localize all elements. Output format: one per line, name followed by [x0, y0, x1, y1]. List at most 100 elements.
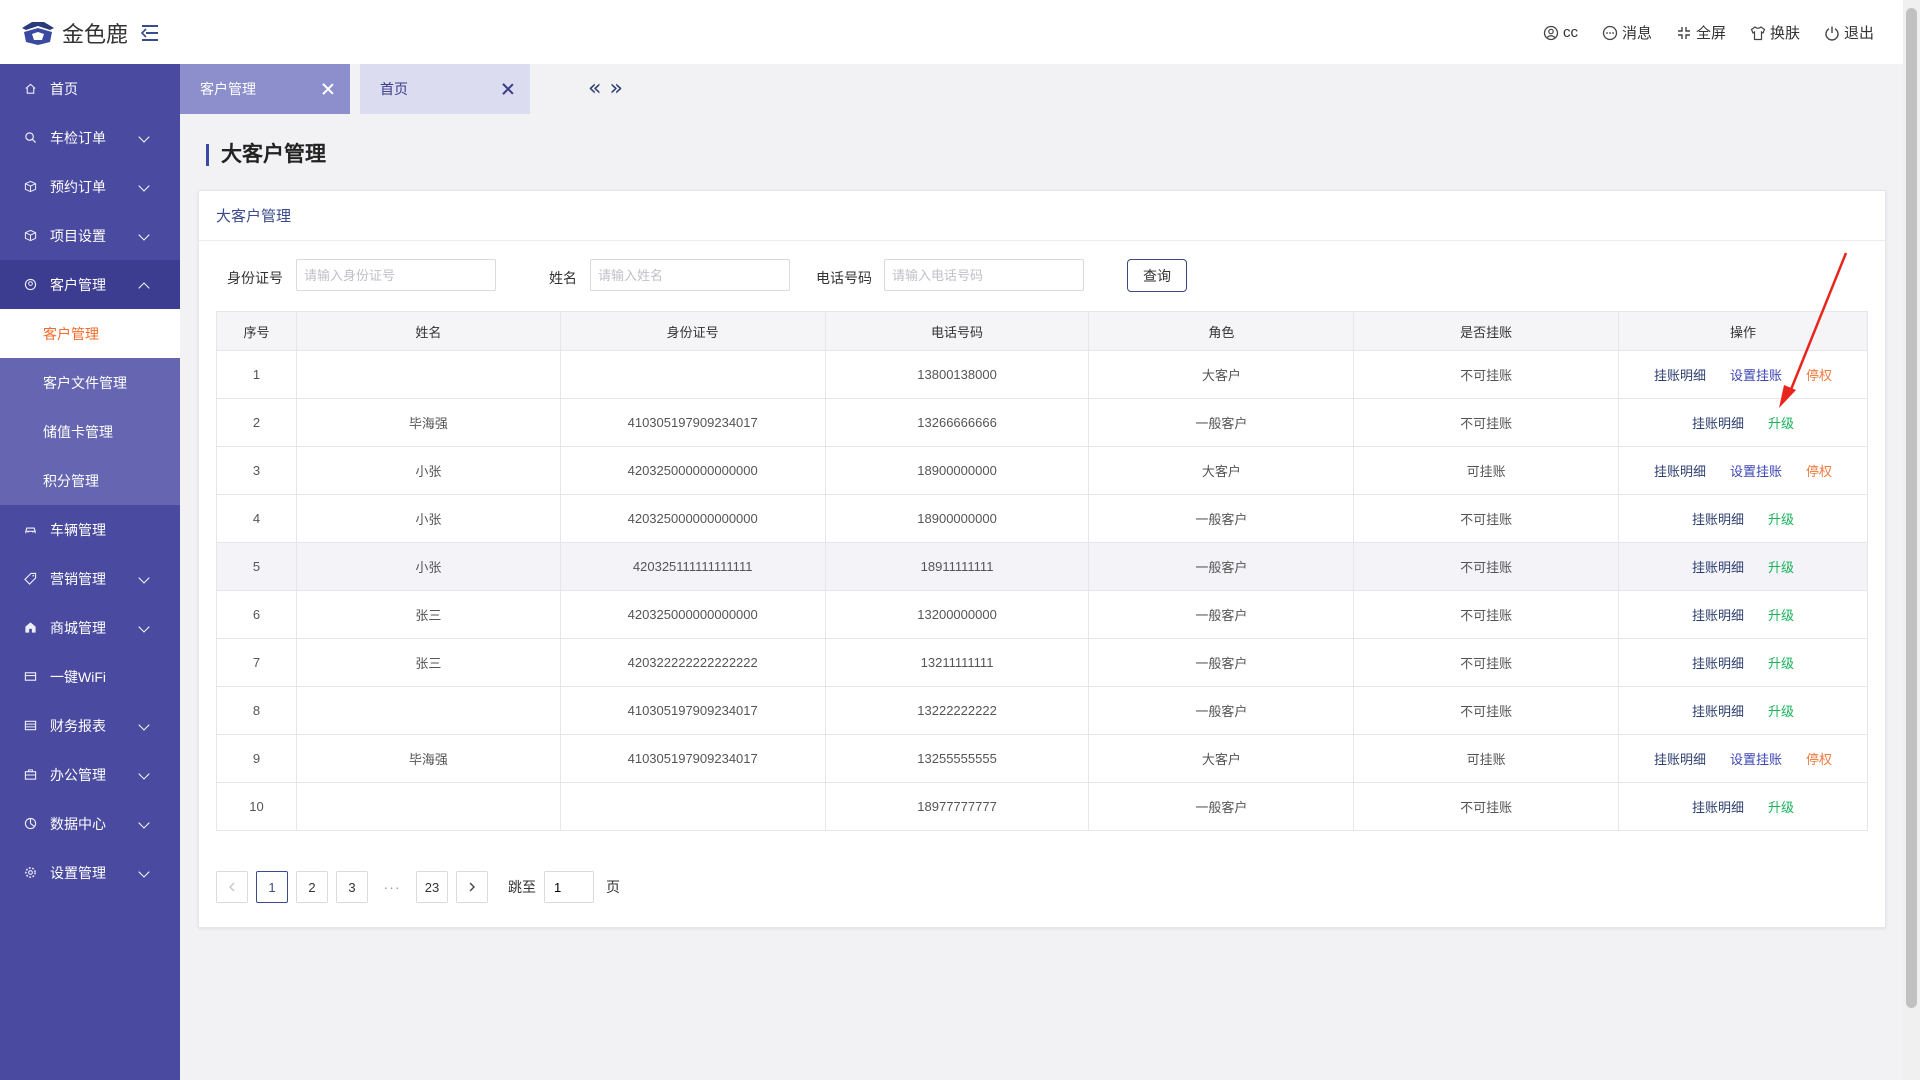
last-page-button[interactable]: 23	[416, 871, 448, 903]
cell-role: 一般客户	[1088, 782, 1355, 831]
credit-detail-link[interactable]: 挂账明细	[1692, 512, 1745, 527]
close-icon[interactable]	[322, 83, 334, 95]
cell-no: 9	[216, 734, 297, 783]
phone-input[interactable]	[884, 259, 1084, 291]
suspend-link[interactable]: 停权	[1806, 368, 1833, 383]
sidebar-item-label: 数据中心	[50, 815, 106, 832]
vertical-scrollbar[interactable]	[1903, 0, 1920, 1080]
sidebar-item-data-center[interactable]: 数据中心	[0, 799, 180, 848]
credit-detail-link[interactable]: 挂账明细	[1654, 368, 1707, 383]
messages-button[interactable]: 消息	[1602, 22, 1652, 43]
cell-id: 420325000000000000	[559, 590, 826, 639]
page-button[interactable]: 1	[256, 871, 288, 903]
skin-button[interactable]: 换肤	[1750, 22, 1800, 43]
set-credit-link[interactable]: 设置挂账	[1730, 752, 1783, 767]
sidebar-item-marketing[interactable]: 营销管理	[0, 554, 180, 603]
query-button[interactable]: 查询	[1127, 259, 1187, 292]
credit-detail-link[interactable]: 挂账明细	[1692, 416, 1745, 431]
sidebar-item-office[interactable]: 办公管理	[0, 750, 180, 799]
jump-label: 跳至	[508, 879, 536, 895]
credit-detail-link[interactable]: 挂账明细	[1654, 752, 1707, 767]
user-menu[interactable]: cc	[1543, 24, 1578, 41]
credit-detail-link[interactable]: 挂账明细	[1692, 704, 1745, 719]
cell-name: 毕海强	[295, 398, 561, 447]
sidebar-item-shop[interactable]: 商城管理	[0, 603, 180, 652]
next-page-button[interactable]	[456, 871, 488, 903]
double-chevron-right-icon[interactable]: »	[609, 76, 623, 101]
table-row: 4 小张 420325000000000000 18900000000 一般客户 不可挂账…	[216, 494, 1868, 543]
menu-fold-icon[interactable]	[138, 23, 160, 43]
submenu-item-customer-files[interactable]: 客户文件管理	[43, 374, 127, 391]
cell-phone: 18900000000	[824, 494, 1090, 543]
user-icon	[24, 278, 37, 291]
upgrade-link[interactable]: 升级	[1768, 560, 1795, 575]
sidebar-item-project-settings[interactable]: 项目设置	[0, 211, 180, 260]
upgrade-link[interactable]: 升级	[1768, 800, 1795, 815]
name-input[interactable]	[590, 259, 790, 291]
card-title: 大客户管理	[199, 191, 1885, 241]
table-row: 3 小张 420325000000000000 18900000000 大客户 可挂账 挂账…	[216, 446, 1868, 495]
submenu-item-customer-management[interactable]: 客户管理	[0, 309, 180, 358]
table-row: 5 小张 420325111111111111 18911111111 一般客户 不可挂账…	[216, 542, 1868, 591]
message-icon	[1602, 25, 1618, 40]
double-chevron-left-icon[interactable]: «	[588, 76, 602, 101]
suspend-link[interactable]: 停权	[1806, 464, 1833, 479]
upgrade-link[interactable]: 升级	[1768, 704, 1795, 719]
jump-page-input[interactable]	[544, 871, 594, 903]
tab-home[interactable]: 首页	[360, 64, 530, 114]
cell-name: 毕海强	[295, 734, 561, 783]
upgrade-link[interactable]: 升级	[1768, 512, 1795, 527]
page-button[interactable]: 2	[296, 871, 328, 903]
cell-actions: 挂账明细 设置挂账 停权	[1618, 350, 1868, 399]
prev-page-button[interactable]	[216, 871, 248, 903]
page-ellipsis[interactable]: ···	[383, 879, 401, 895]
cell-credit: 不可挂账	[1353, 494, 1620, 543]
credit-detail-link[interactable]: 挂账明细	[1692, 800, 1745, 815]
shop-icon	[25, 622, 36, 633]
sidebar-item-wifi[interactable]: 一键WiFi	[0, 652, 180, 701]
submenu-item-stored-value-card[interactable]: 储值卡管理	[43, 423, 113, 440]
sidebar-item-customer-management[interactable]: 客户管理	[0, 260, 180, 309]
sidebar-item-label: 客户管理	[50, 276, 106, 293]
cell-credit: 不可挂账	[1353, 398, 1620, 447]
cell-role: 一般客户	[1088, 494, 1355, 543]
credit-detail-link[interactable]: 挂账明细	[1692, 656, 1745, 671]
sidebar-item-booking-orders[interactable]: 预约订单	[0, 162, 180, 211]
logout-button[interactable]: 退出	[1824, 22, 1874, 43]
suspend-link[interactable]: 停权	[1806, 752, 1833, 767]
submenu-item-points[interactable]: 积分管理	[43, 472, 99, 489]
credit-detail-link[interactable]: 挂账明细	[1692, 560, 1745, 575]
scrollbar-thumb[interactable]	[1906, 8, 1917, 1008]
close-icon[interactable]	[502, 83, 514, 95]
tab-customer-management[interactable]: 客户管理	[180, 64, 350, 114]
table-row: 6 张三 420325000000000000 13200000000 一般客户 不可挂账…	[216, 590, 1868, 639]
sidebar-item-inspection-orders[interactable]: 车检订单	[0, 113, 180, 162]
wifi-icon	[24, 672, 37, 681]
cell-actions: 挂账明细 升级	[1618, 638, 1868, 687]
sidebar-item-home[interactable]: 首页	[0, 64, 180, 113]
chevron-down-icon	[138, 768, 150, 780]
credit-detail-link[interactable]: 挂账明细	[1654, 464, 1707, 479]
sidebar-item-vehicle-management[interactable]: 车辆管理	[0, 505, 180, 554]
cell-role: 一般客户	[1088, 638, 1355, 687]
credit-detail-link[interactable]: 挂账明细	[1692, 608, 1745, 623]
sidebar-item-settings[interactable]: 设置管理	[0, 848, 180, 897]
logo-text: 金色鹿	[62, 23, 129, 48]
chevron-up-icon	[138, 282, 150, 294]
cell-credit: 不可挂账	[1353, 686, 1620, 735]
set-credit-link[interactable]: 设置挂账	[1730, 368, 1783, 383]
id-number-input[interactable]	[296, 259, 496, 291]
cell-id: 420325000000000000	[559, 494, 826, 543]
upgrade-link[interactable]: 升级	[1768, 416, 1795, 431]
cell-actions: 挂账明细 设置挂账 停权	[1618, 446, 1868, 495]
sidebar-item-label: 财务报表	[50, 717, 106, 734]
upgrade-link[interactable]: 升级	[1768, 656, 1795, 671]
set-credit-link[interactable]: 设置挂账	[1730, 464, 1783, 479]
sidebar-item-finance-reports[interactable]: 财务报表	[0, 701, 180, 750]
cell-no: 2	[216, 398, 297, 447]
fullscreen-button[interactable]: 全屏	[1676, 22, 1726, 43]
page-button[interactable]: 3	[336, 871, 368, 903]
upgrade-link[interactable]: 升级	[1768, 608, 1795, 623]
page-unit-label: 页	[606, 879, 620, 895]
cell-phone: 18900000000	[824, 446, 1090, 495]
